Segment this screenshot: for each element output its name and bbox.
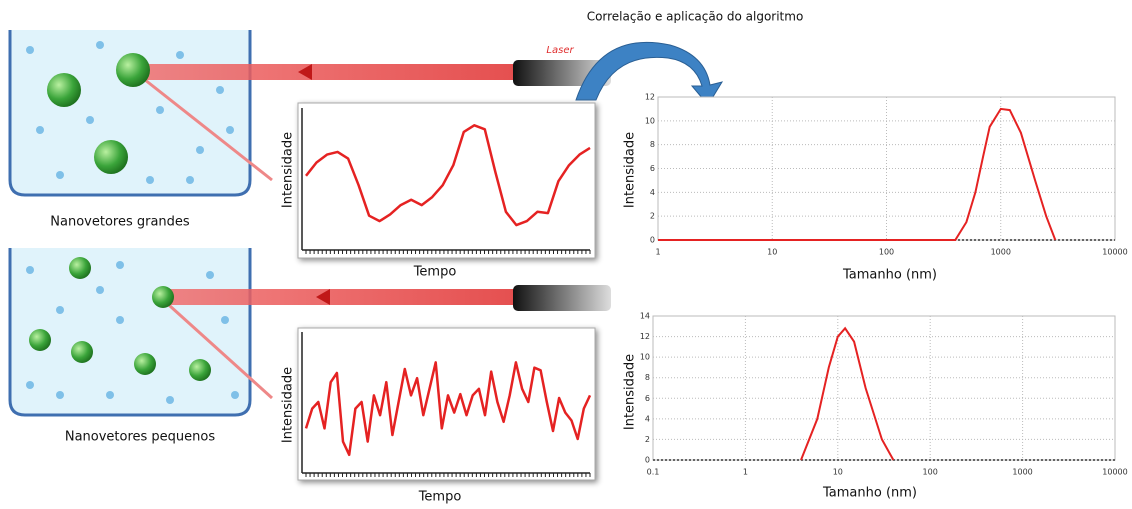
y-tick-label: 10 (640, 353, 650, 362)
y-tick-label: 14 (640, 312, 650, 321)
laser-beam (134, 64, 520, 400)
y-tick-label: 6 (650, 164, 655, 173)
solvent (26, 41, 239, 404)
x-tick-label: 10 (833, 468, 843, 477)
arrow (575, 41, 724, 106)
y-tick-label: 8 (645, 373, 650, 382)
distribution-line (658, 107, 1057, 241)
signal-line (305, 124, 591, 227)
y-tick-label: 2 (645, 435, 650, 444)
y-axis-label: Intensidade (623, 132, 638, 208)
x-tick-label: 10 (767, 248, 777, 257)
signal-line (304, 361, 592, 457)
y-tick-label: 10 (645, 116, 655, 125)
x-axis-label: Tamanho (nm) (842, 268, 937, 283)
y-tick-label: 0 (650, 236, 655, 245)
x-tick-label: 10000 (1102, 468, 1127, 477)
x-tick-label: 1 (743, 468, 748, 477)
y-axis-label: Intensidade (281, 367, 296, 443)
arrow-label: Correlação e aplicação do algoritmo (587, 10, 804, 24)
x-tick-label: 0.1 (647, 468, 660, 477)
x-axis-label: Tempo (413, 265, 457, 280)
x-tick-label: 1000 (1012, 468, 1032, 477)
x-tick-label: 1 (655, 248, 660, 257)
y-tick-label: 12 (640, 332, 650, 341)
x-tick-label: 100 (879, 248, 894, 257)
laser-label: Laser (546, 45, 574, 56)
y-axis-label: Intensidade (623, 354, 638, 430)
x-axis-label: Tamanho (nm) (822, 486, 917, 501)
laser-device (513, 60, 611, 311)
x-tick-label: 100 (923, 468, 938, 477)
x-tick-label: 10000 (1102, 248, 1127, 257)
x-tick-label: 1000 (991, 248, 1011, 257)
y-tick-label: 2 (650, 212, 655, 221)
y-tick-label: 0 (645, 456, 650, 465)
y-tick-label: 12 (645, 93, 655, 102)
y-tick-label: 8 (650, 140, 655, 149)
y-tick-label: 6 (645, 394, 650, 403)
y-tick-label: 4 (645, 414, 650, 423)
plot-area (652, 315, 1116, 461)
particles (29, 53, 211, 381)
x-axis-label: Tempo (418, 490, 462, 505)
caption: Nanovetores pequenos (65, 430, 216, 445)
caption: Nanovetores grandes (50, 215, 190, 230)
distribution-line (800, 326, 895, 461)
y-tick-label: 4 (650, 188, 655, 197)
y-axis-label: Intensidade (281, 132, 296, 208)
